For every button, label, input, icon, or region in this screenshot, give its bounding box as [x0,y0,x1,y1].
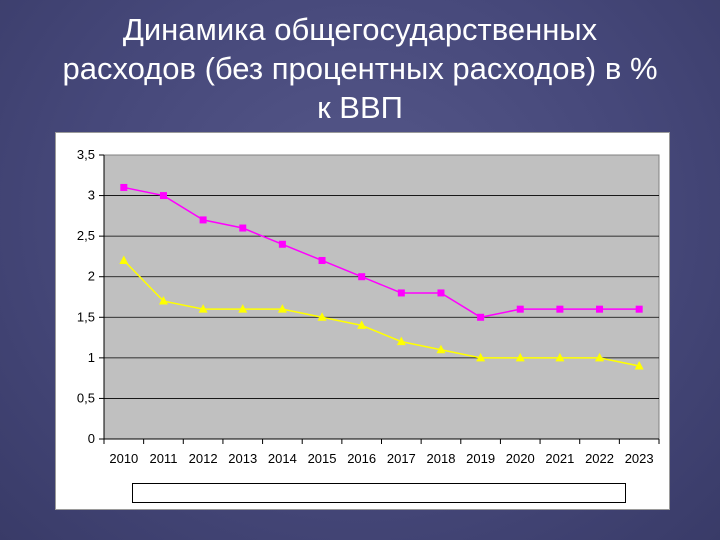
x-tick-label: 2017 [387,451,416,466]
data-point [476,352,486,362]
data-point [516,305,524,313]
data-point [595,352,605,362]
data-point [396,336,406,346]
x-tick-label: 2020 [506,451,535,466]
legend [132,483,626,503]
data-point [515,352,525,362]
series-line-2 [123,186,640,319]
data-point [635,305,643,313]
y-tick-label: 1 [88,350,95,365]
data-point [477,313,485,321]
line-chart: 0 0,5 1 1,5 2 2,5 3 3,5 2010 2011 2012 2013 2014 2015… [77,147,660,500]
data-point [238,304,248,313]
y-tick-label: 2,5 [77,228,95,243]
data-point [199,216,207,224]
x-tick-label: 2015 [308,451,337,466]
data-point [358,273,366,281]
x-tick-label: 2011 [149,451,177,466]
x-tick-label: 2012 [189,451,218,466]
y-tick-label: 3 [88,188,95,203]
data-point [634,360,644,370]
series-line-3 [123,259,640,367]
data-point [357,320,367,329]
x-tick-label: 2018 [427,451,456,466]
data-point [278,240,286,248]
title-line-2: расходов (без процентных расходов) в % [62,51,658,86]
data-point [318,256,326,264]
x-tick-label: 2023 [625,451,654,466]
data-point [556,305,564,313]
y-tick-label: 0,5 [77,390,95,405]
x-tick-label: 2014 [268,451,297,466]
y-tick-label: 0 [88,431,95,446]
y-tick-label: 2 [88,269,95,284]
x-tick-label: 2019 [466,451,495,466]
y-tick-label: 3,5 [77,147,95,162]
chart-panel: 0 0,5 1 1,5 2 2,5 3 3,5 2010 2011 2012 2013 2014 2015… [55,132,670,510]
plot-area [103,154,660,440]
data-point [397,289,405,297]
data-point [159,192,167,200]
data-point [317,312,327,321]
data-point [119,255,129,264]
data-point [198,304,208,313]
x-tick-label: 2010 [109,451,138,466]
x-tick-label: 2021 [545,451,574,466]
y-tick-label: 1,5 [77,309,95,324]
data-point [239,224,247,232]
x-tick-label: 2013 [228,451,257,466]
slide-title: Динамика общегосударственных расходов (б… [0,10,720,127]
data-point [277,304,287,313]
x-tick-label: 2022 [585,451,614,466]
data-point [437,289,445,297]
title-line-3: к ВВП [317,90,403,125]
x-tick-label: 2016 [347,451,376,466]
data-point [555,352,565,362]
data-point [596,305,604,313]
data-point [158,296,168,305]
data-point [436,344,446,354]
data-point [120,183,128,191]
title-line-1: Динамика общегосударственных [122,12,598,47]
